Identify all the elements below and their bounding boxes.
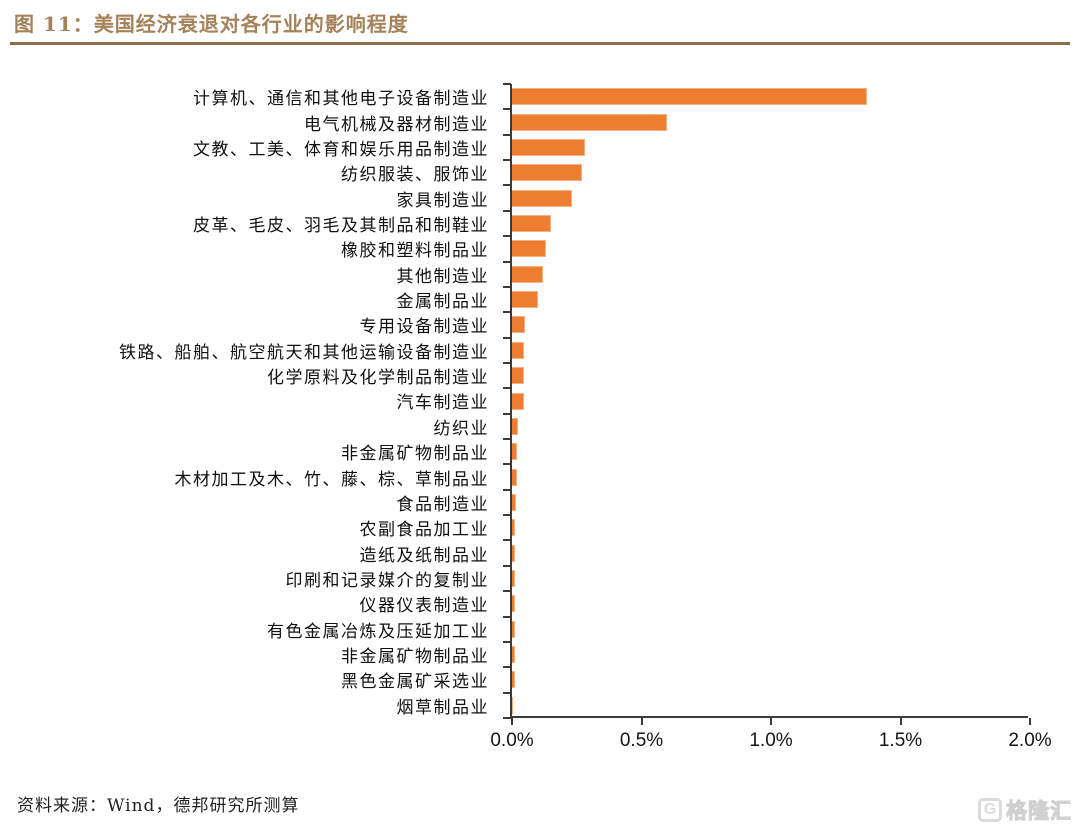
bar (512, 443, 517, 461)
bar (512, 240, 546, 258)
category-label: 纺织服装、服饰业 (341, 165, 489, 186)
x-axis-tick-label: 1.0% (749, 730, 793, 751)
y-axis-tick (503, 209, 511, 212)
source-note: 资料来源：Wind，德邦研究所测算 (17, 796, 300, 816)
category-label: 皮革、毛皮、羽毛及其制品和制鞋业 (193, 215, 489, 236)
category-label: 专用设备制造业 (359, 317, 489, 338)
bar (512, 417, 518, 435)
category-label: 食品制造业 (396, 494, 489, 515)
category-label: 文教、工美、体育和娱乐用品制造业 (193, 139, 489, 160)
y-axis-tick (503, 133, 511, 136)
y-axis-tick (503, 260, 511, 263)
category-label: 铁路、船舶、航空航天和其他运输设备制造业 (119, 342, 489, 363)
category-label: 印刷和记录媒介的复制业 (285, 571, 489, 591)
bar (512, 164, 582, 182)
category-label: 汽车制造业 (396, 393, 489, 414)
y-axis-tick (503, 361, 511, 364)
bar (512, 138, 585, 156)
x-axis-tick (899, 718, 902, 725)
y-axis-tick (503, 235, 511, 238)
y-axis-tick (503, 615, 511, 618)
category-label: 非金属矿物制品业 (341, 647, 489, 668)
category-label: 烟草制品业 (396, 697, 489, 718)
x-axis-tick-label: 0.5% (619, 730, 664, 751)
y-axis-tick (503, 590, 511, 593)
bar (512, 671, 516, 689)
category-label: 电气机械及器材制造业 (304, 114, 489, 135)
bar (512, 620, 516, 638)
y-axis-tick (503, 666, 511, 669)
y-axis-tick (503, 463, 511, 466)
bar (512, 392, 524, 410)
y-axis-tick (503, 108, 511, 111)
x-axis-tick-label: 1.5% (878, 730, 923, 751)
x-axis-tick (1029, 718, 1031, 725)
bar (512, 341, 524, 359)
y-axis-tick (503, 691, 511, 694)
y-axis-tick (503, 336, 511, 339)
category-label: 计算机、通信和其他电子设备制造业 (193, 89, 489, 110)
category-label: 非金属矿物制品业 (341, 444, 489, 465)
category-label: 仪器仪表制造业 (359, 596, 489, 617)
category-label: 黑色金属矿采选业 (341, 672, 489, 693)
bar (512, 696, 513, 714)
bar (512, 189, 572, 207)
bar (512, 113, 668, 131)
y-axis-tick (503, 311, 511, 314)
bar (512, 367, 524, 385)
bar (512, 291, 538, 309)
y-axis-tick (503, 488, 511, 491)
bar (512, 493, 517, 511)
bar (512, 214, 551, 232)
y-axis-tick (503, 387, 511, 390)
x-axis-tick-label: 0.0% (490, 730, 534, 751)
y-axis-tick (503, 640, 511, 643)
bar (512, 316, 525, 334)
title-underline (10, 42, 1070, 45)
y-axis-tick (503, 539, 511, 542)
category-label: 农副食品加工业 (359, 520, 489, 541)
y-axis-tick (503, 159, 511, 162)
bar (512, 646, 516, 664)
y-axis-tick (503, 514, 511, 517)
category-label: 有色金属冶炼及压延加工业 (267, 621, 489, 642)
x-axis-tick (770, 718, 772, 725)
y-axis-tick (503, 412, 511, 415)
plot-area: 0.0% 0.5% 1.0% 1.5% 2.0% (490, 83, 1052, 751)
bar (512, 570, 516, 588)
category-label: 橡胶和塑料制品业 (341, 241, 489, 262)
bar (512, 595, 516, 613)
x-axis-tick (511, 718, 513, 725)
category-label: 造纸及纸制品业 (359, 545, 489, 566)
figure-title: 图 11：美国经济衰退对各行业的影响程度 (14, 12, 409, 36)
x-axis-tick-label: 2.0% (1008, 730, 1052, 751)
gelonghui-logo-icon: G (978, 798, 1002, 822)
bar (512, 519, 516, 537)
y-axis-tick (503, 285, 511, 288)
gelonghui-watermark: G 格隆汇 (978, 795, 1072, 825)
y-axis-tick (503, 184, 511, 187)
category-label: 其他制造业 (396, 266, 489, 287)
bar (512, 544, 516, 562)
x-axis-tick (640, 718, 643, 725)
category-axis: 计算机、通信和其他电子设备制造业电气机械及器材制造业文教、工美、体育和娱乐用品制… (0, 84, 500, 718)
bar (512, 265, 544, 283)
y-axis-tick (503, 564, 511, 567)
bar (512, 88, 867, 106)
y-axis-tick (503, 717, 511, 719)
category-label: 家具制造业 (396, 190, 489, 211)
category-label: 金属制品业 (396, 292, 489, 313)
category-label: 化学原料及化学制品制造业 (267, 368, 489, 389)
gelonghui-logo-text: 格隆汇 (1006, 800, 1072, 824)
y-axis-tick (503, 438, 511, 441)
category-label: 木材加工及木、竹、藤、棕、草制品业 (174, 469, 489, 490)
bar (512, 468, 517, 486)
y-axis-tick (503, 83, 511, 85)
category-label: 纺织业 (433, 418, 489, 439)
